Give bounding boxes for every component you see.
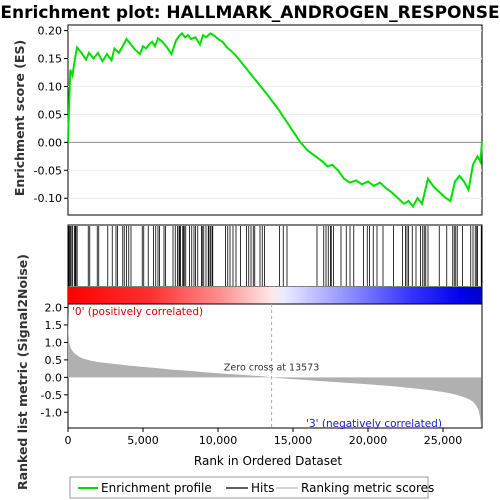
metric-y-tick-label: 1.5 bbox=[45, 319, 63, 332]
x-tick-label: 5,000 bbox=[127, 434, 159, 447]
metric-y-tick-label: -1.0 bbox=[41, 406, 62, 419]
es-y-tick-label: 0.00 bbox=[38, 136, 63, 149]
es-y-tick-label: -0.10 bbox=[34, 192, 62, 205]
metric-y-ticks: 2.0 1.5 1.0 0.5 0.0 -0.5 -1.0 bbox=[41, 301, 68, 419]
positive-correlation-label: '0' (positively correlated) bbox=[72, 306, 203, 318]
x-ticks: 0 5,000 10,000 15,000 20,000 25,000 bbox=[65, 428, 463, 447]
legend-label-metric: Ranking metric scores bbox=[301, 481, 434, 495]
x-tick-label: 15,000 bbox=[274, 434, 313, 447]
x-tick-label: 10,000 bbox=[199, 434, 238, 447]
es-y-ticks: 0.20 0.15 0.10 0.05 0.00 -0.05 -0.10 bbox=[34, 25, 68, 205]
x-tick-label: 20,000 bbox=[349, 434, 388, 447]
metric-y-tick-label: -0.5 bbox=[41, 389, 62, 402]
x-axis-label: Rank in Ordered Dataset bbox=[194, 454, 342, 468]
metric-y-axis-label: Ranked list metric (Signal2Noise) bbox=[15, 254, 30, 490]
x-tick-label: 25,000 bbox=[424, 434, 463, 447]
es-y-tick-label: 0.05 bbox=[38, 108, 63, 121]
es-y-tick-label: -0.05 bbox=[34, 164, 62, 177]
legend-label-hits: Hits bbox=[251, 481, 274, 495]
es-panel-frame bbox=[67, 24, 483, 216]
hit-markers bbox=[68, 226, 482, 286]
es-y-tick-label: 0.10 bbox=[38, 80, 63, 93]
x-tick-label: 0 bbox=[65, 434, 72, 447]
legend-label-profile: Enrichment profile bbox=[101, 481, 212, 495]
es-y-axis-label: Enrichment score (ES) bbox=[12, 40, 27, 196]
legend-box bbox=[69, 476, 429, 499]
hits-panel-frame bbox=[67, 224, 483, 288]
metric-y-tick-label: 0.5 bbox=[45, 354, 63, 367]
enrichment-profile-line bbox=[67, 31, 483, 209]
metric-y-tick-label: 1.0 bbox=[45, 336, 63, 349]
zero-cross-label: Zero cross at 13573 bbox=[224, 362, 319, 373]
es-y-tick-label: 0.20 bbox=[38, 25, 63, 38]
metric-panel-frame bbox=[67, 303, 483, 429]
metric-y-tick-label: 0.0 bbox=[45, 371, 63, 384]
negative-correlation-label: '3' (negatively correlated) bbox=[306, 418, 442, 430]
ranking-metric-area bbox=[68, 311, 482, 427]
es-y-tick-label: 0.15 bbox=[38, 53, 63, 66]
chart-title: Enrichment plot: HALLMARK_ANDROGEN_RESPO… bbox=[0, 3, 499, 23]
ranked-correlation-color-bar bbox=[68, 287, 482, 304]
metric-y-tick-label: 2.0 bbox=[45, 301, 63, 314]
